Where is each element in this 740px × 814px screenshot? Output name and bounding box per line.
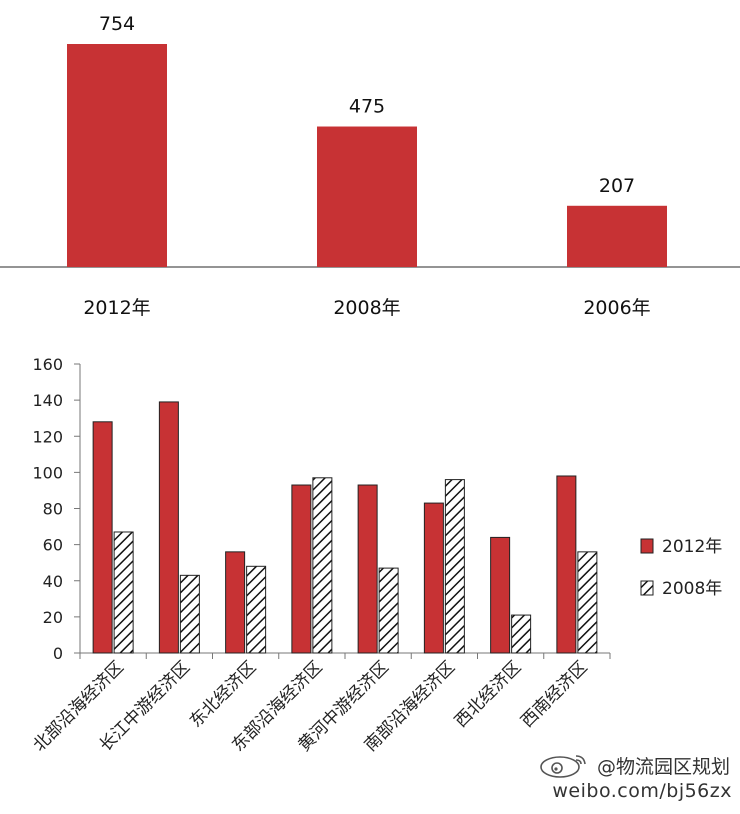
bar-2008 [179, 574, 200, 654]
bar-2012 [92, 421, 113, 654]
x-tick-label: 西南经济区 [517, 657, 591, 731]
x-tick-label: 2012年 [83, 297, 150, 319]
weibo-logo-icon [540, 755, 586, 778]
legend-swatch [640, 538, 654, 554]
x-tick-label: 2006年 [583, 297, 650, 319]
y-tick-label: 140 [32, 391, 63, 410]
watermark-url: weibo.com/bj56zx [552, 780, 732, 802]
bar-2012 [291, 484, 312, 654]
bar-2008 [113, 531, 134, 654]
bar-2012 [158, 401, 179, 654]
bar-2008 [246, 565, 267, 654]
x-tick-label: 2008年 [333, 297, 400, 319]
legend-swatch [640, 580, 654, 596]
x-tick-label: 西北经济区 [451, 657, 525, 731]
y-tick-label: 0 [53, 644, 63, 663]
watermark-handle: @物流园区规划 [596, 756, 730, 778]
bar [67, 44, 167, 267]
bar-2008 [378, 567, 399, 654]
bar-2012 [225, 551, 246, 654]
bar-2012 [357, 484, 378, 654]
bar-2008 [511, 614, 532, 654]
top-bar-chart: 754 2012年 475 2008年 207 2006年 [0, 13, 740, 319]
y-tick-label: 40 [43, 572, 63, 591]
y-tick-label: 60 [43, 536, 63, 555]
data-label: 475 [349, 96, 385, 118]
legend: 2012年 2008年 [640, 537, 722, 599]
y-tick-label: 160 [32, 355, 63, 374]
legend-label: 2008年 [662, 579, 722, 599]
data-label: 207 [599, 175, 635, 197]
y-tick-label: 20 [43, 608, 63, 627]
legend-label: 2012年 [662, 537, 722, 557]
bar-2008 [444, 479, 465, 654]
bar-2012 [490, 536, 511, 654]
data-label: 754 [99, 13, 135, 35]
bar-2012 [556, 475, 577, 654]
bar-2008 [577, 551, 598, 654]
y-tick-label: 120 [32, 427, 63, 446]
y-tick-label: 80 [43, 500, 63, 519]
bar [317, 126, 417, 267]
bar-2008 [312, 477, 333, 654]
bar [567, 205, 667, 267]
y-tick-label: 100 [32, 463, 63, 482]
bar-2012 [423, 502, 444, 654]
regional-bar-chart: 020406080100120140160北部沿海经济区长江中游经济区东北经济区… [29, 355, 722, 756]
